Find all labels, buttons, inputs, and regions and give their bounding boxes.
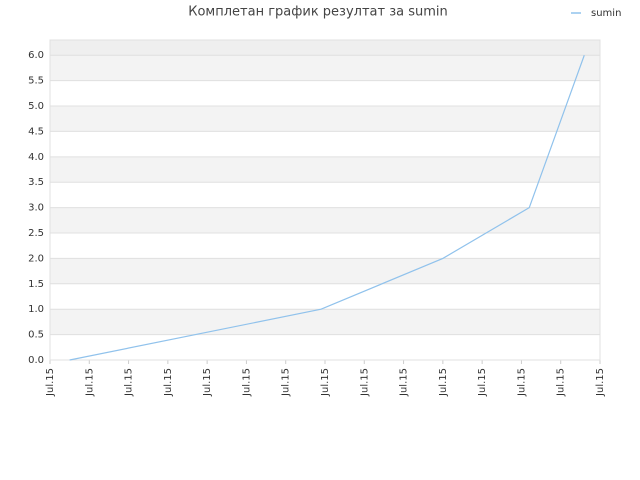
y-tick-label: 3.5 <box>28 177 44 188</box>
y-tick-label: 5.5 <box>28 76 44 87</box>
grid-band <box>50 131 600 157</box>
y-tick-label: 4.0 <box>28 152 44 163</box>
x-tick-label: Jul.15 <box>359 368 370 397</box>
grid-band <box>50 106 600 132</box>
y-tick-label: 2.0 <box>28 253 44 264</box>
x-tick-label: Jul.15 <box>202 368 213 397</box>
y-tick-label: 2.5 <box>28 228 44 239</box>
y-tick-label: 0.5 <box>28 330 44 341</box>
x-tick-label: Jul.15 <box>124 368 135 397</box>
y-tick-label: 5.0 <box>28 101 44 112</box>
legend-label: sumin <box>591 8 621 19</box>
grid-band <box>50 80 600 107</box>
grid-band <box>50 55 600 81</box>
line <box>69 55 585 361</box>
grid-band <box>50 309 600 335</box>
grid-band <box>50 283 600 310</box>
y-tick-label: 6.0 <box>28 50 44 61</box>
x-tick-label: Jul.15 <box>320 368 331 397</box>
plot-border <box>49 39 601 361</box>
x-tick-label: Jul.15 <box>45 368 56 397</box>
grid-band <box>50 258 600 284</box>
chart-title: Комплетан график резултат за sumin <box>188 5 448 20</box>
x-tick-label: Jul.15 <box>438 368 449 397</box>
grid-band <box>50 182 600 208</box>
y-tick-label: 1.0 <box>28 304 44 315</box>
grid-band <box>50 334 600 360</box>
x-tick-label: Jul.15 <box>84 368 95 397</box>
y-tick-label: 3.0 <box>28 203 44 214</box>
grid-band <box>50 233 600 259</box>
x-tick-label: Jul.15 <box>516 368 527 397</box>
x-tick-label: Jul.15 <box>281 368 292 397</box>
x-tick-label: Jul.15 <box>163 368 174 397</box>
x-tick-label: Jul.15 <box>477 368 488 397</box>
x-tick-label: Jul.15 <box>595 368 606 397</box>
y-tick-label: 0.0 <box>28 355 44 366</box>
x-tick-label: Jul.15 <box>241 368 252 397</box>
grid-band <box>50 207 600 234</box>
grid-band <box>50 156 600 183</box>
x-tick-label: Jul.15 <box>399 368 410 397</box>
y-tick-label: 4.5 <box>28 126 44 137</box>
x-tick-label: Jul.15 <box>556 368 567 397</box>
y-tick-label: 1.5 <box>28 279 44 290</box>
